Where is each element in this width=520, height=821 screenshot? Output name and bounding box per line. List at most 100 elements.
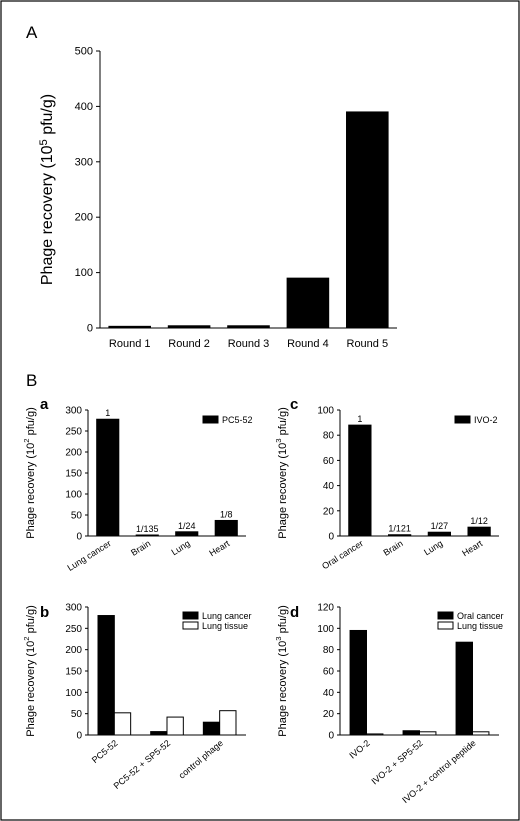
y-axis-label-exponent: 3 xyxy=(274,636,283,640)
y-tick-label: 300 xyxy=(65,603,82,614)
x-category-label: Round 3 xyxy=(228,338,270,350)
bar-data-label: 1/8 xyxy=(220,509,233,519)
y-tick-label: 200 xyxy=(65,645,82,656)
y-tick-label: 20 xyxy=(323,709,335,720)
bar-data-label: 1/12 xyxy=(470,516,488,526)
y-tick-label: 250 xyxy=(65,427,82,438)
y-tick-label: 100 xyxy=(75,267,93,279)
panel-label-B: B xyxy=(26,371,37,390)
y-tick-label: 60 xyxy=(323,667,335,678)
y-tick-label: 500 xyxy=(75,46,93,58)
y-axis-label-exponent: 2 xyxy=(22,636,31,640)
bar xyxy=(387,534,412,537)
bar xyxy=(108,325,151,329)
bar xyxy=(175,531,199,537)
bar xyxy=(97,615,115,736)
y-tick-label: 0 xyxy=(76,532,82,543)
y-tick-label: 300 xyxy=(75,156,93,168)
legend-label: Lung tissue xyxy=(457,621,503,631)
legend-swatch xyxy=(182,611,199,620)
bar xyxy=(349,629,368,736)
bar xyxy=(96,418,120,537)
legend-label: PC5-52 xyxy=(222,415,253,425)
y-tick-label: 0 xyxy=(76,731,82,742)
y-tick-label: 150 xyxy=(65,469,82,480)
y-axis-label: Phage recovery (102 pfu/g) xyxy=(22,605,37,736)
panel-label-b: b xyxy=(40,604,49,621)
bar xyxy=(427,531,452,537)
y-tick-label: 0 xyxy=(328,731,334,742)
bar xyxy=(366,733,384,736)
legend-swatch xyxy=(437,621,454,630)
y-tick-label: 150 xyxy=(65,667,82,678)
y-tick-label: 50 xyxy=(71,709,83,720)
panel-label-a: a xyxy=(40,396,49,413)
y-axis-label-text: Phage recovery (10 xyxy=(277,443,289,539)
bar xyxy=(419,731,437,736)
panel-label-d: d xyxy=(290,604,299,621)
legend-label: Oral cancer xyxy=(457,611,504,621)
y-tick-label: 200 xyxy=(65,448,82,459)
bar xyxy=(227,325,270,329)
x-category-label: Round 2 xyxy=(168,338,210,350)
bar xyxy=(214,519,238,537)
x-category-label: Round 5 xyxy=(347,338,389,350)
bar xyxy=(467,526,491,537)
legend-swatch xyxy=(437,611,454,620)
y-axis-label-unit: pfu/g) xyxy=(39,94,56,139)
y-axis-label: Phage recovery (103 pfu/g) xyxy=(274,407,289,538)
legend-label: IVO-2 xyxy=(474,415,498,425)
bar-data-label: 1/135 xyxy=(136,524,159,534)
panel-label-A: A xyxy=(26,23,38,42)
y-tick-label: 40 xyxy=(323,481,335,492)
bar xyxy=(167,325,211,329)
bar-data-label: 1 xyxy=(357,414,362,424)
y-axis-label-unit: pfu/g) xyxy=(277,407,289,438)
y-axis-label-unit: pfu/g) xyxy=(25,605,37,636)
y-tick-label: 400 xyxy=(75,101,93,113)
y-tick-label: 80 xyxy=(323,645,335,656)
y-tick-label: 200 xyxy=(75,212,93,224)
legend-label: Lung tissue xyxy=(202,621,248,631)
x-category-label: Round 4 xyxy=(287,338,329,350)
y-axis-label: Phage recovery (105 pfu/g) xyxy=(38,94,56,285)
bar xyxy=(286,277,330,329)
y-axis-label: Phage recovery (102 pfu/g) xyxy=(22,407,37,538)
bar xyxy=(202,721,221,736)
legend-swatch xyxy=(454,415,471,424)
bar xyxy=(346,111,389,329)
bar xyxy=(402,730,421,736)
y-tick-label: 0 xyxy=(87,323,93,335)
y-tick-label: 60 xyxy=(323,456,335,467)
y-tick-label: 100 xyxy=(65,490,82,501)
bar xyxy=(113,712,132,736)
bar xyxy=(166,716,184,736)
legend-swatch xyxy=(202,415,219,424)
y-tick-label: 80 xyxy=(323,431,335,442)
y-tick-label: 100 xyxy=(317,624,334,635)
x-category-label: Round 1 xyxy=(109,338,151,350)
panel-label-c: c xyxy=(290,396,298,413)
y-axis-label-exponent: 5 xyxy=(38,139,50,145)
y-tick-label: 50 xyxy=(71,511,83,522)
bar xyxy=(219,710,237,736)
y-tick-label: 300 xyxy=(65,406,82,417)
y-tick-label: 120 xyxy=(317,603,334,614)
y-axis-label-exponent: 3 xyxy=(274,438,283,442)
y-tick-label: 40 xyxy=(323,688,335,699)
y-axis-label-text: Phage recovery (10 xyxy=(277,641,289,737)
legend-label: Lung cancer xyxy=(202,611,252,621)
bar xyxy=(472,731,490,736)
bar-data-label: 1 xyxy=(105,408,110,418)
chart-A: 0 100 200 300 400 500 Phage recovery (105 pfu/… xyxy=(38,46,397,350)
bar xyxy=(150,731,168,736)
y-axis-label-text: Phage recovery (10 xyxy=(25,641,37,737)
y-axis-label-text: Phage recovery (10 xyxy=(39,145,56,285)
bar xyxy=(348,424,372,537)
bar-data-label: 1/121 xyxy=(388,524,411,534)
y-axis-label-unit: pfu/g) xyxy=(277,605,289,636)
y-tick-label: 0 xyxy=(328,532,334,543)
bar xyxy=(455,641,474,736)
